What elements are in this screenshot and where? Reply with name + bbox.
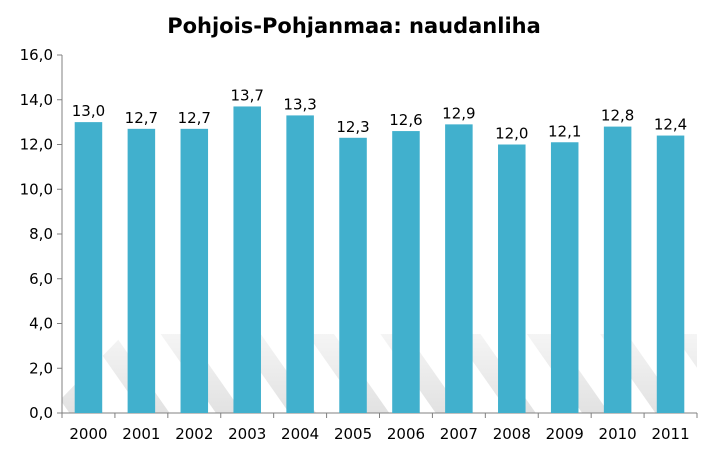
x-tick-label: 2002 bbox=[175, 425, 213, 443]
data-label: 13,0 bbox=[72, 102, 105, 120]
bar bbox=[74, 122, 103, 413]
data-label: 12,4 bbox=[654, 116, 687, 134]
x-tick-label: 2008 bbox=[493, 425, 531, 443]
data-label: 12,7 bbox=[178, 109, 211, 127]
y-tick-label: 8,0 bbox=[29, 225, 53, 243]
bar bbox=[656, 135, 685, 414]
data-label: 12,9 bbox=[442, 104, 475, 122]
data-label: 12,1 bbox=[548, 122, 581, 140]
x-tick-label: 2010 bbox=[599, 425, 637, 443]
bar bbox=[603, 126, 632, 413]
data-labels: 13,0 12,7 12,7 13,7 13,3 12,3 12,6 12,9 12,0 12,1… bbox=[72, 86, 687, 142]
x-tick-label: 2001 bbox=[122, 425, 160, 443]
data-label: 13,3 bbox=[283, 95, 316, 113]
x-tick-label: 2000 bbox=[69, 425, 107, 443]
data-label: 12,7 bbox=[125, 109, 158, 127]
bar bbox=[127, 128, 156, 413]
data-label: 12,0 bbox=[495, 125, 528, 143]
y-tick-label: 4,0 bbox=[29, 315, 53, 333]
data-label: 12,3 bbox=[336, 118, 369, 136]
y-tick-label: 14,0 bbox=[20, 91, 53, 109]
bar bbox=[445, 124, 473, 414]
y-tick-label: 16,0 bbox=[20, 46, 53, 64]
bar bbox=[180, 128, 209, 413]
x-tick-label: 2003 bbox=[228, 425, 266, 443]
y-tick-label: 12,0 bbox=[20, 136, 53, 154]
y-tick-label: 2,0 bbox=[29, 359, 53, 377]
y-tick-label: 6,0 bbox=[29, 270, 53, 288]
chart-title: Pohjois-Pohjanmaa: naudanliha bbox=[167, 14, 541, 38]
bar bbox=[392, 131, 420, 413]
x-tick-label: 2004 bbox=[281, 425, 319, 443]
bar bbox=[233, 106, 261, 414]
y-tick-label: 10,0 bbox=[20, 180, 53, 198]
bar bbox=[286, 115, 314, 413]
x-tick-label: 2009 bbox=[546, 425, 584, 443]
x-tick-label: 2011 bbox=[651, 425, 689, 443]
data-label: 13,7 bbox=[231, 86, 264, 104]
x-tick-label: 2006 bbox=[387, 425, 425, 443]
data-label: 12,8 bbox=[601, 107, 634, 125]
bar bbox=[498, 144, 526, 413]
bar-series bbox=[74, 106, 685, 414]
data-label: 12,6 bbox=[389, 111, 422, 129]
y-tick-label: 0,0 bbox=[29, 404, 53, 422]
bar bbox=[339, 137, 367, 413]
bar bbox=[550, 142, 579, 413]
plot-floor-decoration bbox=[62, 334, 697, 413]
x-tick-label: 2007 bbox=[440, 425, 478, 443]
x-tick-label: 2005 bbox=[334, 425, 372, 443]
chart-axes: 0,0 2,0 4,0 6,0 8,0 10,0 12,0 14,0 16,0 2000 2001 2… bbox=[20, 46, 698, 443]
